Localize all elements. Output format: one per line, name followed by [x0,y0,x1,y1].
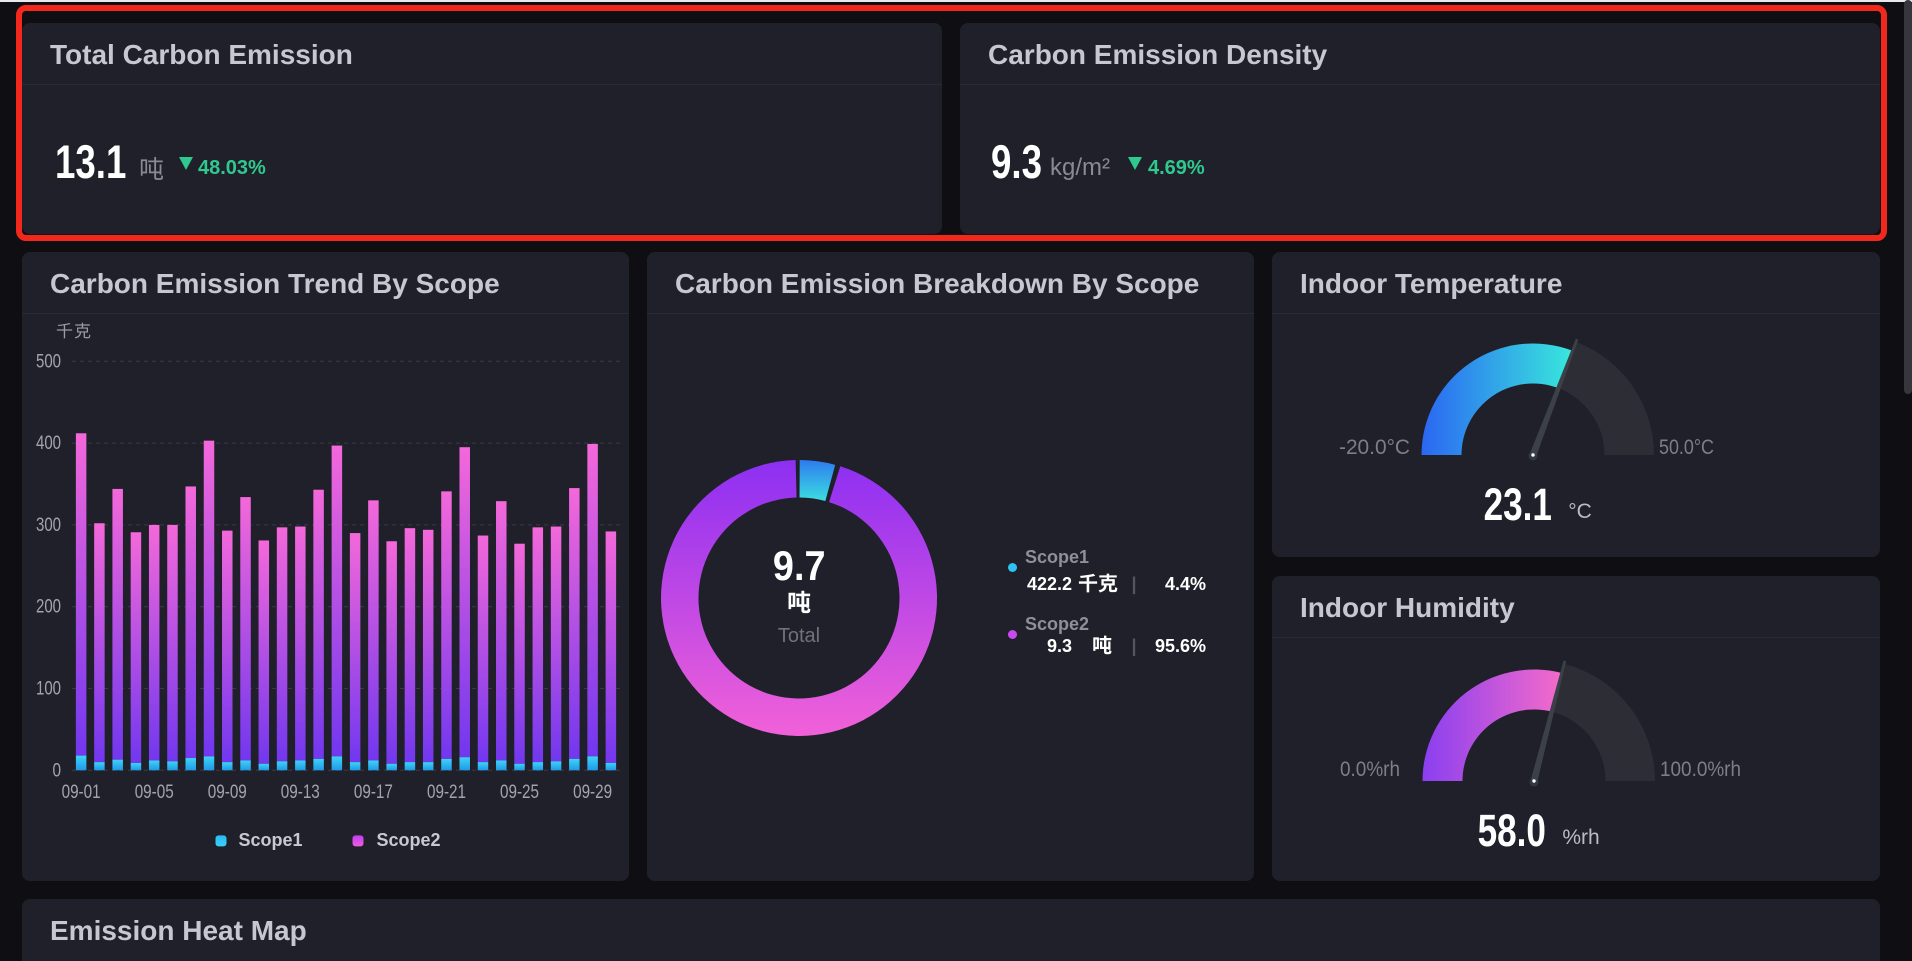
svg-text:09-25: 09-25 [500,782,539,803]
svg-text:09-09: 09-09 [208,782,247,803]
svg-text:400: 400 [36,433,61,454]
svg-text:0.0%rh: 0.0%rh [1340,758,1400,781]
svg-text:09-01: 09-01 [62,782,101,803]
svg-text:300: 300 [36,515,61,536]
svg-text:100: 100 [36,679,61,700]
svg-text:09-13: 09-13 [281,782,320,803]
svg-text:Scope1: Scope1 [239,830,303,850]
svg-text:09-17: 09-17 [354,782,393,803]
svg-text:09-21: 09-21 [427,782,466,803]
svg-text:09-05: 09-05 [135,782,174,803]
svg-text:100.0%rh: 100.0%rh [1660,758,1741,781]
svg-text:09-29: 09-29 [573,782,612,803]
svg-text:50.0°C: 50.0°C [1659,436,1714,459]
svg-text:0: 0 [53,760,62,781]
svg-text:200: 200 [36,597,61,618]
svg-text:-20.0°C: -20.0°C [1339,436,1410,459]
svg-text:500: 500 [36,351,61,372]
svg-text:Scope2: Scope2 [377,830,441,850]
